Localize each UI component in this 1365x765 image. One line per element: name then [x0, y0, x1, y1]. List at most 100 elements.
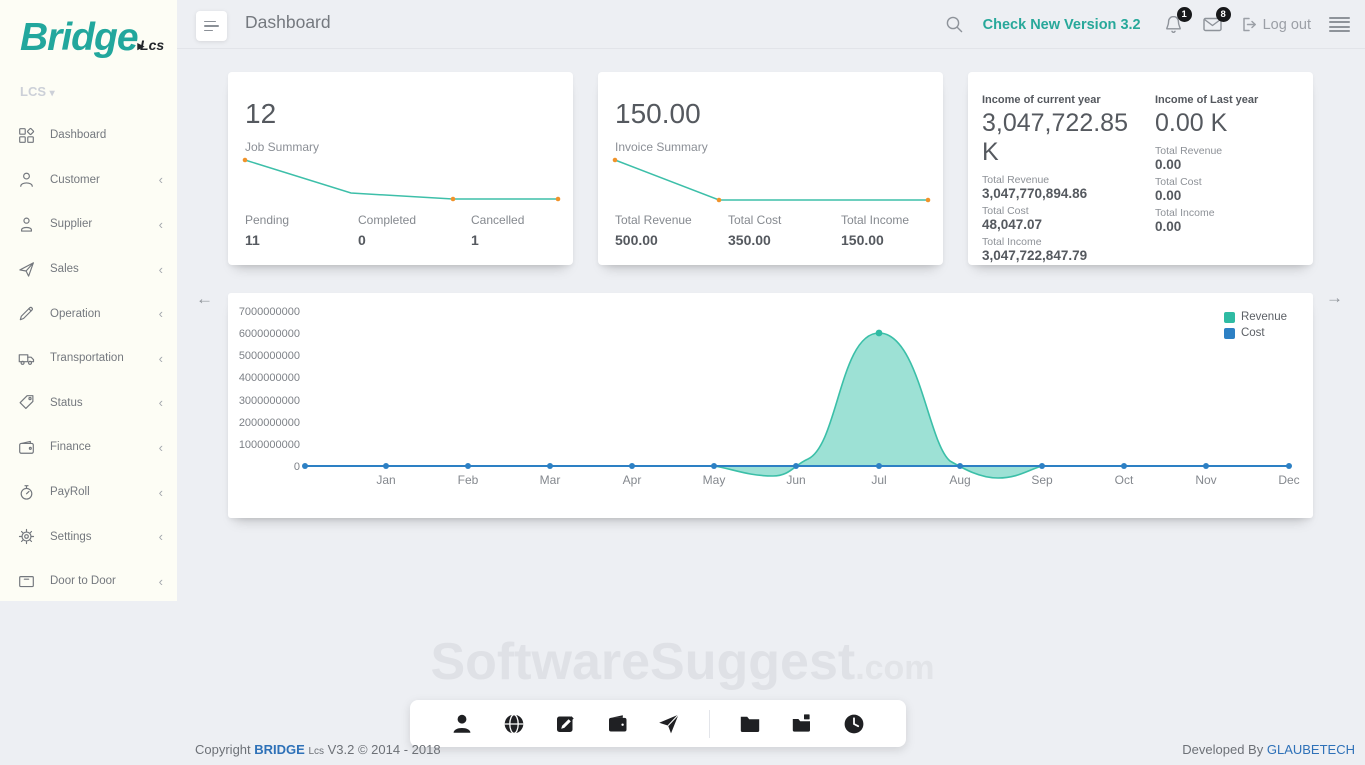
- income-last-value: 0.00 K: [1155, 109, 1228, 137]
- svg-text:0: 0: [294, 461, 300, 473]
- income-revenue-value: 0.00: [1155, 157, 1182, 172]
- sidebar-item-door-to-door[interactable]: Door to Door ‹: [0, 559, 177, 604]
- stat-label: Total Income: [841, 213, 910, 227]
- messages-badge: 8: [1215, 7, 1231, 22]
- income-cost-label: Total Cost: [982, 205, 1029, 217]
- svg-text:2000000000: 2000000000: [239, 417, 300, 429]
- status-icon: [18, 394, 35, 411]
- settings-icon: [18, 528, 35, 545]
- workspace-selector[interactable]: LCS ▾: [20, 84, 177, 99]
- chevron-left-icon: ‹: [158, 172, 163, 188]
- stat-value: 150.00: [841, 232, 884, 248]
- svg-text:Mar: Mar: [540, 473, 561, 487]
- sidebar-item-dashboard[interactable]: Dashboard: [0, 113, 177, 158]
- check-new-version-link[interactable]: Check New Version 3.2: [982, 16, 1141, 33]
- sales-icon: [18, 261, 35, 278]
- chevron-left-icon: ‹: [158, 439, 163, 455]
- carousel-next-arrow[interactable]: →: [1326, 288, 1343, 307]
- revenue-swatch-icon: [1223, 311, 1235, 323]
- sidebar-item-sales[interactable]: Sales ‹: [0, 247, 177, 292]
- stat-value: 0: [358, 232, 366, 248]
- carousel-prev-arrow[interactable]: ←: [196, 289, 213, 308]
- send-icon[interactable]: [657, 712, 681, 736]
- sidebar-item-status[interactable]: Status ‹: [0, 381, 177, 426]
- dashboard-icon: [18, 127, 35, 144]
- stat-value: 1: [471, 232, 479, 248]
- edit-icon[interactable]: [554, 712, 578, 736]
- legend-cost[interactable]: Cost: [1223, 327, 1287, 339]
- user-icon[interactable]: [450, 712, 474, 736]
- folder-import-icon[interactable]: [790, 712, 814, 736]
- svg-text:Sep: Sep: [1031, 473, 1053, 487]
- sidebar-item-label: PayRoll: [50, 486, 90, 499]
- customer-icon: [18, 171, 35, 188]
- income-income-value: 0.00: [1155, 219, 1182, 234]
- sidebar-item-supplier[interactable]: Supplier ‹: [0, 202, 177, 247]
- job-summary-sparkline: [242, 157, 561, 202]
- svg-text:3000000000: 3000000000: [239, 395, 300, 407]
- transportation-icon: [18, 350, 35, 367]
- wallet-icon[interactable]: [606, 712, 630, 736]
- invoice-summary-sparkline: [612, 157, 931, 203]
- developer-link[interactable]: GLAUBETECH: [1266, 742, 1355, 757]
- income-income-label: Total Income: [982, 236, 1042, 248]
- sidebar-item-label: Customer: [50, 173, 100, 186]
- logout-button[interactable]: Log out: [1241, 16, 1311, 33]
- sidebar-toggle-button[interactable]: [196, 11, 227, 41]
- legend-revenue[interactable]: Revenue: [1223, 311, 1287, 323]
- sidebar-item-label: Operation: [50, 307, 101, 320]
- income-card: Income of current year 3,047,722.85 K To…: [968, 72, 1313, 265]
- messages-mail-icon[interactable]: 8: [1202, 7, 1231, 35]
- brand-arrow-icon: ▸: [137, 38, 145, 53]
- sidebar-item-payroll[interactable]: PayRoll ‹: [0, 470, 177, 515]
- svg-text:7000000000: 7000000000: [239, 306, 300, 318]
- sidebar-item-finance[interactable]: Finance ‹: [0, 425, 177, 470]
- stat-label: Pending: [245, 213, 290, 227]
- chevron-left-icon: ‹: [158, 529, 163, 545]
- search-icon[interactable]: [944, 14, 965, 35]
- sidebar-menu: Dashboard Customer ‹ Supplier ‹ Sales ‹ …: [0, 113, 177, 604]
- stat-value: 500.00: [615, 232, 658, 248]
- options-menu-icon[interactable]: [1329, 17, 1350, 32]
- chevron-left-icon: ‹: [158, 573, 163, 589]
- stat-label: Cancelled: [471, 213, 525, 227]
- sidebar-item-label: Supplier: [50, 218, 93, 231]
- footer-version: V3.2 © 2014 - 2018: [327, 742, 441, 757]
- brand-logo[interactable]: Bridge▸Lcs: [0, 0, 177, 60]
- income-cost-value: 48,047.07: [982, 217, 1043, 232]
- job-summary-stats: Pending 11 Completed 0 Cancelled 1: [245, 213, 565, 248]
- income-revenue-label: Total Revenue: [982, 174, 1050, 186]
- invoice-summary-card: 150.00 Invoice Summary Total Revenue 500.…: [598, 72, 943, 265]
- supplier-icon: [18, 216, 35, 233]
- legend-label: Cost: [1240, 327, 1265, 339]
- sidebar-item-label: Settings: [50, 530, 92, 543]
- finance-icon: [18, 439, 35, 456]
- svg-text:Jul: Jul: [871, 473, 886, 487]
- clock-icon[interactable]: [842, 712, 866, 736]
- folder-icon[interactable]: [738, 712, 762, 736]
- job-summary-value: 12: [245, 98, 277, 129]
- globe-icon[interactable]: [502, 712, 526, 736]
- invoice-summary-stats: Total Revenue 500.00 Total Cost 350.00 Tot…: [615, 213, 935, 248]
- income-income-label: Total Income: [1155, 207, 1215, 219]
- invoice-summary-value: 150.00: [615, 98, 701, 129]
- cost-swatch-icon: [1223, 327, 1235, 339]
- stat-label: Total Cost: [728, 213, 782, 227]
- stat-value: 11: [245, 232, 260, 248]
- svg-text:Jun: Jun: [786, 473, 805, 487]
- header-actions: Check New Version 3.2 1 8 Log out: [944, 0, 1350, 49]
- svg-text:Dec: Dec: [1278, 473, 1299, 487]
- income-current-value: 3,047,722.85 K: [982, 109, 1128, 166]
- sidebar-item-transportation[interactable]: Transportation ‹: [0, 336, 177, 381]
- income-last-year: Income of Last year 0.00 K Total Revenue…: [1155, 94, 1315, 234]
- sidebar-item-settings[interactable]: Settings ‹: [0, 514, 177, 559]
- notifications-bell-icon[interactable]: 1: [1163, 7, 1192, 35]
- brand-name: Bridge: [20, 16, 139, 59]
- door-to-door-icon: [18, 573, 35, 590]
- svg-text:Aug: Aug: [949, 473, 970, 487]
- sidebar-item-customer[interactable]: Customer ‹: [0, 158, 177, 203]
- sidebar-item-operation[interactable]: Operation ‹: [0, 291, 177, 336]
- income-income-value: 3,047,722,847.79: [982, 248, 1088, 263]
- notifications-badge: 1: [1176, 7, 1192, 22]
